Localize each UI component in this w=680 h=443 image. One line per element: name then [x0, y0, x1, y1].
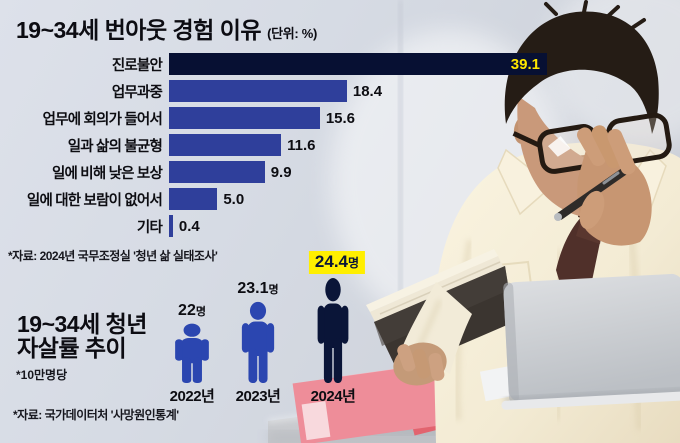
pictogram-year-label: 2023년 — [235, 388, 281, 405]
bar — [169, 161, 265, 183]
bar-value: 15.6 — [325, 109, 356, 127]
bar-track: 18.4 — [169, 80, 564, 102]
bar-category-label: 일과 삶의 불균형 — [67, 138, 163, 155]
bar-track: 39.1 — [169, 53, 564, 75]
bar-value: 9.9 — [270, 163, 292, 181]
thumb — [579, 190, 605, 230]
bar — [169, 134, 282, 156]
bar-track: 15.6 — [169, 107, 564, 129]
bar-track: 5.0 — [169, 188, 564, 210]
suicide-title-line2: 자살률 추이 — [17, 335, 127, 361]
person-icon — [241, 301, 275, 383]
bar-row: 업무에 회의가 들어서 15.6 — [2, 107, 564, 129]
forearm-and-hand — [393, 282, 472, 386]
bar-value: 0.4 — [178, 217, 200, 235]
page-title-text: 19~34세 번아웃 경험 이유 — [16, 17, 262, 43]
bar-row: 기타 0.4 — [2, 215, 564, 237]
bar-row: 일과 삶의 불균형 11.6 — [2, 134, 564, 156]
bar-category-label: 업무과중 — [111, 84, 163, 101]
bar-category-label: 진로불안 — [111, 57, 163, 74]
pictogram-value-highlighted: 24.4명 — [308, 251, 366, 274]
bar-row: 일에 비해 낮은 보상 9.9 — [2, 161, 564, 183]
bar: 39.1 — [169, 53, 547, 75]
person-icon — [175, 323, 209, 383]
suicide-title-line1: 19~34세 청년 — [17, 311, 147, 337]
pictogram-year-label: 2022년 — [169, 388, 215, 405]
bar-track: 11.6 — [169, 134, 564, 156]
bar-category-label: 기타 — [136, 219, 163, 236]
pictogram-value: 23.1명 — [237, 280, 279, 297]
bar-track: 9.9 — [169, 161, 564, 183]
bar-value: 5.0 — [223, 190, 245, 208]
suicide-section-title: 19~34세 청년 자살률 추이 — [17, 312, 147, 360]
per-capita-note: *10만명당 — [16, 368, 68, 382]
bar-row: 일에 대한 보람이 없어서 5.0 — [2, 188, 564, 210]
pictogram-value: 22명 — [178, 302, 206, 319]
bar-value: 39.1 — [510, 55, 540, 73]
bar — [169, 80, 347, 102]
bar-category-label: 일에 비해 낮은 보상 — [51, 165, 163, 182]
unit-label: (단위: %) — [267, 26, 318, 41]
bar — [169, 188, 218, 210]
bar-category-label: 업무에 회의가 들어서 — [42, 111, 163, 128]
bar — [169, 215, 173, 237]
bar-row: 업무과중 18.4 — [2, 80, 564, 102]
person-icon — [317, 278, 349, 383]
hand-pinching-nose — [554, 125, 652, 246]
bar-track: 0.4 — [169, 215, 564, 237]
hair — [504, 11, 659, 135]
page-title: 19~34세 번아웃 경험 이유 (단위: %) — [16, 11, 317, 45]
bar-value: 11.6 — [287, 136, 316, 154]
laptop — [479, 273, 680, 410]
source-note-suicide: *자료: 국가데이터처 '사망원인통계' — [13, 408, 179, 422]
pictogram-year-label: 2024년 — [310, 388, 356, 405]
burnout-bar-chart: 진로불안 39.1 업무과중 18.4 업무에 회의가 들어서 15.6 일과 … — [2, 53, 564, 242]
source-note-burnout: *자료: 2024년 국무조정실 '청년 삶 실태조사' — [8, 249, 218, 263]
bar-category-label: 일에 대한 보람이 없어서 — [26, 192, 163, 209]
bar-value: 18.4 — [352, 82, 383, 100]
bar — [169, 107, 320, 129]
bar-row: 진로불안 39.1 — [2, 53, 564, 75]
